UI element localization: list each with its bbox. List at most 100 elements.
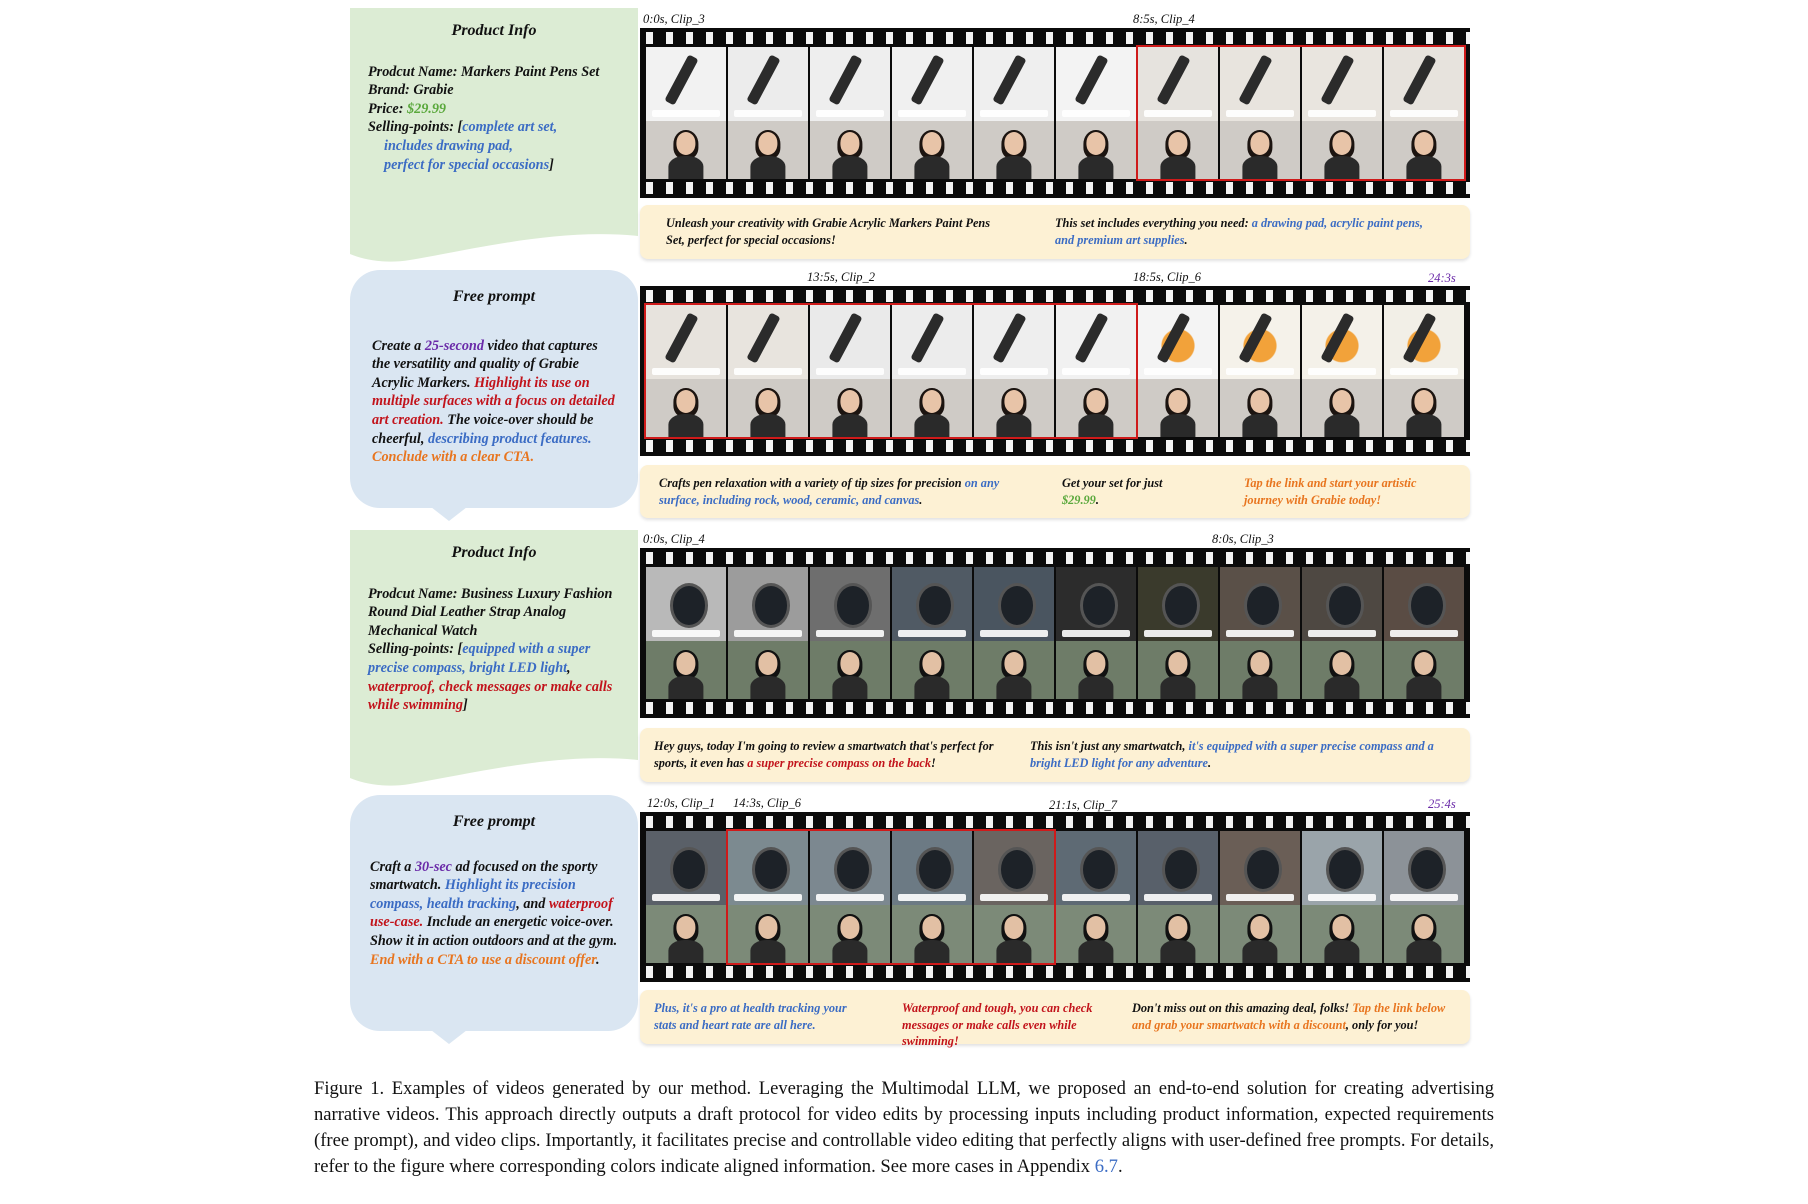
- subtitle-bar: [1308, 367, 1376, 375]
- presenter-figure: [1406, 650, 1442, 699]
- text-run: Highlight its use on multiple surfaces w…: [372, 374, 615, 428]
- subtitle-bar: [1226, 893, 1294, 901]
- prompt-text: Craft a 30-sec ad focused on the sporty …: [368, 858, 620, 970]
- text-run: Tap the link below and grab your smartwa…: [1132, 1001, 1446, 1032]
- text-run: .: [1095, 492, 1099, 507]
- film-sprocket-holes: [640, 966, 1470, 978]
- presenter-shot: [1056, 378, 1136, 437]
- video-frame-thumbnail: [646, 567, 726, 699]
- product-shape: [1162, 847, 1200, 892]
- presenter-shot: [810, 120, 890, 179]
- subtitle-bar: [652, 367, 720, 375]
- frame-product-shot: [974, 47, 1054, 121]
- subtitle-bar: [980, 367, 1048, 375]
- subtitle-bar: [816, 367, 884, 375]
- clip-timestamp: 8:5s, Clip_4: [1133, 12, 1195, 26]
- presenter-shot: [974, 904, 1054, 963]
- video-frame-thumbnail: [974, 831, 1054, 963]
- product-shape: [1326, 583, 1364, 628]
- figure-caption-text: Figure 1. Examples of videos generated b…: [314, 1078, 1494, 1177]
- presenter-figure: [996, 914, 1032, 963]
- presenter-figure: [996, 130, 1032, 179]
- presenter-figure: [668, 130, 704, 179]
- voiceover-caption-box: Hey guys, today I'm going to review a sm…: [640, 728, 1470, 782]
- frame-product-shot: [1056, 47, 1136, 121]
- video-frame-thumbnail: [810, 831, 890, 963]
- subtitle-bar: [1390, 629, 1458, 637]
- frame-row: [646, 305, 1464, 437]
- product-shape: [1320, 312, 1356, 364]
- video-film-strip: [640, 286, 1470, 456]
- product-shape: [1408, 583, 1446, 628]
- presenter-figure: [1242, 650, 1278, 699]
- subtitle-bar: [734, 629, 802, 637]
- presenter-figure: [1324, 388, 1360, 437]
- video-frame-thumbnail: [810, 47, 890, 179]
- subtitle-bar: [1144, 629, 1212, 637]
- subtitle-bar: [1226, 367, 1294, 375]
- product-shape: [1080, 583, 1118, 628]
- film-sprocket-holes: [640, 702, 1470, 714]
- product-shape: [828, 312, 864, 364]
- presenter-shot: [1138, 904, 1218, 963]
- presenter-shot: [728, 904, 808, 963]
- frame-product-shot: [1220, 305, 1300, 379]
- total-duration: 25:4s: [1428, 797, 1456, 811]
- frame-product-shot: [646, 47, 726, 121]
- product-shape: [670, 847, 708, 892]
- video-frame-thumbnail: [892, 567, 972, 699]
- product-shape: [746, 312, 782, 364]
- frame-product-shot: [1384, 567, 1464, 641]
- video-frame-thumbnail: [1220, 47, 1300, 179]
- film-sprocket-holes: [640, 290, 1470, 302]
- product-shape: [828, 54, 864, 106]
- product-info-panel: Product Info Prodcut Name: Business Luxu…: [350, 530, 638, 752]
- appendix-reference-link[interactable]: 6.7: [1094, 1156, 1118, 1177]
- text-run: , and: [516, 895, 549, 912]
- subtitle-bar: [980, 109, 1048, 117]
- presenter-figure: [1406, 130, 1442, 179]
- product-shape: [1156, 312, 1192, 364]
- product-name-line: Prodcut Name: Business Luxury Fashion Ro…: [368, 585, 613, 639]
- voiceover-segment: This isn't just any smartwatch, it's equ…: [1030, 738, 1450, 771]
- presenter-figure: [668, 650, 704, 699]
- presenter-figure: [1078, 388, 1114, 437]
- text-run: Highlight its precision compass, health …: [370, 877, 576, 912]
- video-frame-thumbnail: [1056, 831, 1136, 963]
- frame-product-shot: [1220, 831, 1300, 905]
- text-run: End with a CTA to use a discount offer: [370, 951, 597, 968]
- video-frame-thumbnail: [1302, 567, 1382, 699]
- subtitle-bar: [898, 109, 966, 117]
- presenter-shot: [892, 378, 972, 437]
- video-frame-thumbnail: [1220, 567, 1300, 699]
- presenter-figure: [1160, 650, 1196, 699]
- subtitle-bar: [898, 367, 966, 375]
- video-frame-thumbnail: [728, 831, 808, 963]
- product-shape: [1402, 312, 1438, 364]
- presenter-figure: [914, 130, 950, 179]
- text-run: Conclude with a clear CTA.: [372, 449, 534, 466]
- frame-product-shot: [728, 567, 808, 641]
- presenter-shot: [810, 378, 890, 437]
- frame-product-shot: [1384, 47, 1464, 121]
- presenter-shot: [1302, 904, 1382, 963]
- subtitle-bar: [1226, 629, 1294, 637]
- subtitle-bar: [734, 109, 802, 117]
- presenter-shot: [1384, 904, 1464, 963]
- frame-row: [646, 831, 1464, 963]
- text-run: !: [931, 755, 936, 770]
- presenter-shot: [892, 120, 972, 179]
- clip-timestamp: 12:0s, Clip_1: [647, 796, 716, 810]
- subtitle-bar: [734, 367, 802, 375]
- video-frame-thumbnail: [1220, 305, 1300, 437]
- panel-title: Free prompt: [452, 288, 536, 305]
- presenter-shot: [1138, 640, 1218, 699]
- subtitle-bar: [980, 629, 1048, 637]
- presenter-shot: [1302, 120, 1382, 179]
- text-run: describing product features.: [427, 430, 592, 447]
- clip-timestamp: 14:3s, Clip_6: [733, 796, 802, 810]
- presenter-shot: [1138, 378, 1218, 437]
- presenter-figure: [1242, 914, 1278, 963]
- presenter-figure: [996, 388, 1032, 437]
- panel-title: Free prompt: [452, 813, 536, 830]
